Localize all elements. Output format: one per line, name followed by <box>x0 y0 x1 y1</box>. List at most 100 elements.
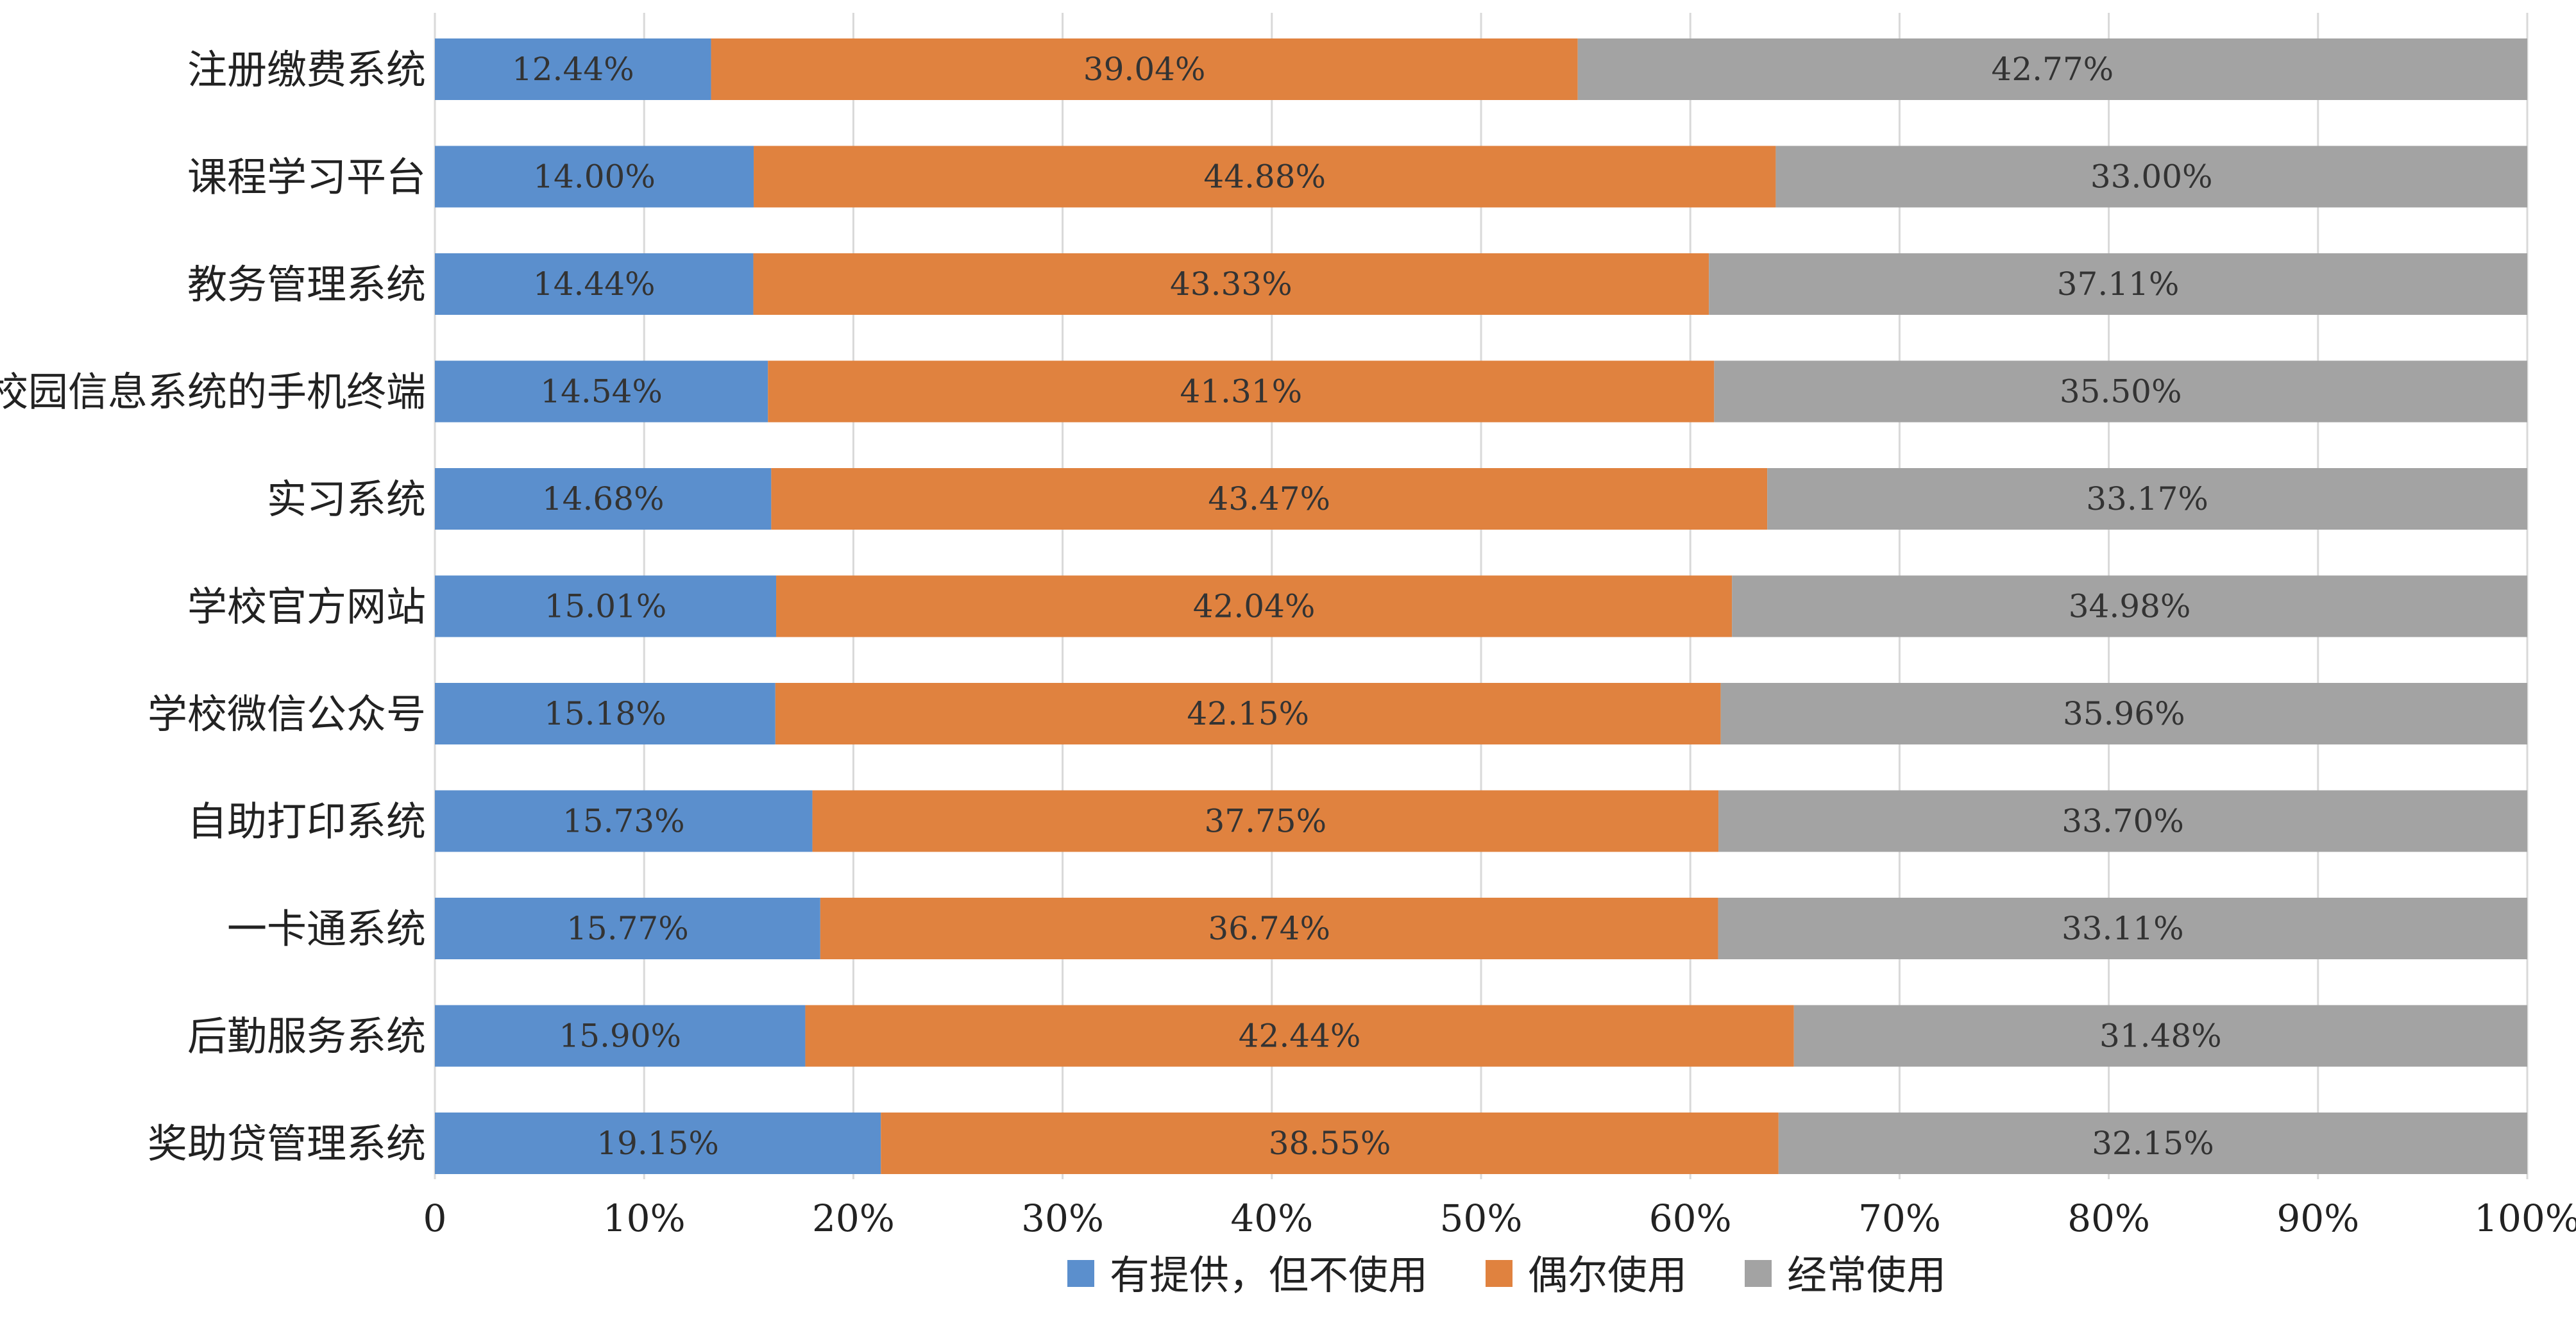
bar-segment <box>1709 253 2527 315</box>
legend-label: 经常使用 <box>1787 1252 1946 1298</box>
x-tick-label: 90% <box>2276 1197 2359 1240</box>
x-tick-label: 50% <box>1440 1197 1523 1240</box>
data-label: 14.44% <box>533 265 656 303</box>
data-label: 43.47% <box>1208 480 1330 517</box>
bar-segment <box>435 360 768 423</box>
x-tick-label: 10% <box>603 1197 686 1240</box>
bar-segment <box>435 146 754 208</box>
bar-segment <box>435 683 775 744</box>
legend-swatch <box>1067 1260 1094 1287</box>
bar-segment <box>435 38 711 100</box>
data-label: 15.90% <box>559 1018 681 1055</box>
bar-segment <box>1775 146 2527 208</box>
bar-segment <box>711 38 1578 100</box>
category-labels: 注册缴费系统课程学习平台教务管理系统校园信息系统的手机终端实习系统学校官方网站学… <box>0 46 426 1167</box>
bar-segment <box>1718 898 2527 959</box>
data-label: 33.11% <box>2062 910 2184 947</box>
data-label: 32.15% <box>2092 1125 2214 1162</box>
bar-segment <box>812 790 1719 852</box>
category-label: 学校官方网站 <box>187 584 426 630</box>
category-label: 后勤服务系统 <box>187 1013 426 1060</box>
data-label: 33.17% <box>2086 480 2208 517</box>
category-label: 注册缴费系统 <box>187 46 426 93</box>
bars: 12.44% 39.04% 42.77% 14.00% 44.88% 33.00% 14.4… <box>435 38 2527 1174</box>
category-label: 学校微信公众号 <box>148 691 426 737</box>
data-label: 42.15% <box>1187 695 1309 732</box>
data-label: 37.75% <box>1204 803 1326 840</box>
bar-segment <box>881 1113 1779 1174</box>
category-label: 奖助贷管理系统 <box>148 1120 426 1167</box>
bar-segment <box>1767 468 2527 530</box>
data-label: 31.48% <box>2099 1018 2222 1055</box>
category-label: 课程学习平台 <box>187 154 426 201</box>
bar-segment <box>776 575 1733 637</box>
x-tick-label: 80% <box>2067 1197 2150 1240</box>
x-tick-label: 0 <box>423 1197 447 1240</box>
data-label: 15.18% <box>544 695 666 732</box>
bar-segment <box>1720 683 2527 744</box>
x-tick-label: 70% <box>1858 1197 1941 1240</box>
x-tick-label: 100% <box>2474 1197 2576 1240</box>
category-label: 自助打印系统 <box>187 798 426 845</box>
bar-segment <box>435 898 820 959</box>
data-label: 42.44% <box>1239 1018 1361 1055</box>
category-label: 教务管理系统 <box>187 261 426 308</box>
bar-segment <box>435 575 777 637</box>
data-label: 33.00% <box>2090 158 2213 196</box>
category-label: 实习系统 <box>267 476 426 523</box>
bar-segment <box>1577 38 2527 100</box>
category-label: 校园信息系统的手机终端 <box>0 369 426 416</box>
bar-segment <box>435 1005 806 1067</box>
data-label: 42.77% <box>1992 51 2114 88</box>
data-label: 12.44% <box>512 51 634 88</box>
data-label: 15.73% <box>563 803 685 840</box>
data-label: 33.70% <box>2062 803 2184 840</box>
legend-swatch <box>1486 1260 1513 1287</box>
bar-segment <box>771 468 1768 530</box>
bar-segment <box>435 790 813 852</box>
category-label: 一卡通系统 <box>227 905 426 952</box>
data-label: 35.96% <box>2063 695 2185 732</box>
bar-segment <box>435 253 754 315</box>
data-label: 15.77% <box>566 910 689 947</box>
bar-segment <box>775 683 1721 744</box>
bar-segment <box>754 146 1776 208</box>
bar-segment <box>435 468 772 530</box>
data-label: 43.33% <box>1170 265 1292 303</box>
data-label: 42.04% <box>1193 588 1316 625</box>
data-label: 44.88% <box>1203 158 1326 196</box>
x-tick-label: 40% <box>1230 1197 1313 1240</box>
x-axis-ticks: 0 10% 20% 30% 40% 50% 60% 70% 80% 90% 100% <box>423 1197 2576 1240</box>
bar-segment <box>805 1005 1794 1067</box>
data-label: 14.68% <box>542 480 665 517</box>
data-label: 39.04% <box>1083 51 1206 88</box>
data-label: 35.50% <box>2060 373 2182 410</box>
data-label: 34.98% <box>2069 588 2191 625</box>
bar-segment <box>1714 360 2527 423</box>
data-label: 37.11% <box>2057 265 2180 303</box>
bar-segment <box>1793 1005 2527 1067</box>
data-label: 14.00% <box>533 158 656 196</box>
data-label: 38.55% <box>1269 1125 1391 1162</box>
data-label: 14.54% <box>540 373 663 410</box>
data-label: 15.01% <box>545 588 667 625</box>
legend-swatch <box>1745 1260 1772 1287</box>
bar-segment <box>753 253 1709 315</box>
legend: 有提供，但不使用 偶尔使用 经常使用 <box>1067 1252 1946 1298</box>
bar-segment <box>768 360 1715 423</box>
data-label: 41.31% <box>1180 373 1302 410</box>
data-label: 36.74% <box>1208 910 1330 947</box>
x-tick-label: 30% <box>1021 1197 1104 1240</box>
bar-segment <box>435 1113 881 1174</box>
x-tick-label: 60% <box>1649 1197 1732 1240</box>
legend-label: 有提供，但不使用 <box>1110 1252 1428 1298</box>
x-tick-label: 20% <box>812 1197 895 1240</box>
bar-segment <box>820 898 1718 959</box>
legend-label: 偶尔使用 <box>1528 1252 1687 1298</box>
bar-segment <box>1732 575 2527 637</box>
bar-segment <box>1718 790 2527 852</box>
data-label: 19.15% <box>597 1125 719 1162</box>
bar-segment <box>1778 1113 2527 1174</box>
